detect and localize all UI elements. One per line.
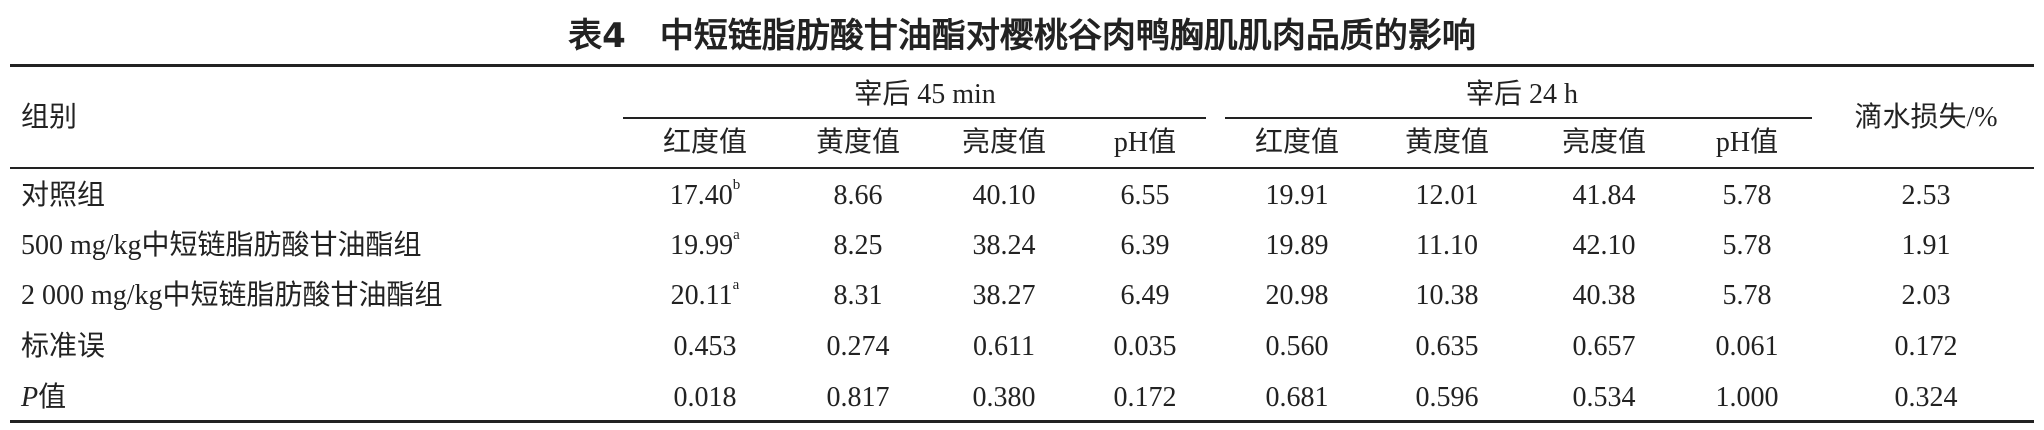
cell: 8.25 bbox=[833, 230, 883, 261]
cell: 5.78 bbox=[1722, 180, 1772, 211]
cell: 0.035 bbox=[1113, 331, 1177, 362]
cell: 8.31 bbox=[833, 280, 883, 311]
cell: 5.78 bbox=[1722, 230, 1772, 261]
cell: 0.453 bbox=[673, 331, 737, 362]
cell: 1.000 bbox=[1715, 382, 1779, 413]
header-rule bbox=[10, 167, 2034, 169]
italic-label: P bbox=[21, 382, 39, 413]
subheader-cell: 亮度值 bbox=[961, 127, 1047, 158]
subheader-cell: pH值 bbox=[1715, 127, 1779, 158]
row-label: 标准误 bbox=[21, 331, 106, 362]
cell: 0.018 bbox=[673, 382, 737, 413]
cell: 0.596 bbox=[1415, 382, 1479, 413]
subheader-cell: 红度值 bbox=[662, 127, 748, 158]
span-rule bbox=[623, 117, 1206, 119]
cell: 42.10 bbox=[1572, 230, 1636, 261]
top-rule bbox=[10, 64, 2034, 67]
row-label: 500 mg/kg中短链脂肪酸甘油酯组 bbox=[21, 230, 422, 261]
cell: 0.274 bbox=[826, 331, 890, 362]
cell: 17.40b bbox=[669, 178, 741, 211]
cell: 0.172 bbox=[1894, 331, 1958, 362]
cell: 0.380 bbox=[972, 382, 1036, 413]
cell: 0.817 bbox=[826, 382, 890, 413]
cell: 6.55 bbox=[1120, 180, 1170, 211]
superscript: a bbox=[733, 227, 740, 243]
header-cell: 组别 bbox=[21, 102, 78, 133]
cell: 38.24 bbox=[972, 230, 1036, 261]
subheader-cell: 黄度值 bbox=[1404, 127, 1490, 158]
cell: 0.681 bbox=[1265, 382, 1329, 413]
cell: 40.10 bbox=[972, 180, 1036, 211]
superscript: b bbox=[732, 177, 741, 193]
cell: 0.061 bbox=[1715, 331, 1779, 362]
bottom-rule bbox=[10, 420, 2034, 423]
row-label: 对照组 bbox=[21, 180, 106, 211]
cell: 6.39 bbox=[1120, 230, 1170, 261]
cell: 0.635 bbox=[1415, 331, 1479, 362]
cell: 0.172 bbox=[1113, 382, 1177, 413]
cell: 0.324 bbox=[1894, 382, 1958, 413]
superscript: a bbox=[732, 277, 740, 293]
cell: 20.98 bbox=[1265, 280, 1329, 311]
cell: 2.53 bbox=[1901, 180, 1951, 211]
row-label: P值 bbox=[21, 384, 66, 412]
cell: 10.38 bbox=[1415, 280, 1479, 311]
cell: 0.611 bbox=[973, 331, 1035, 362]
cell-value: 19.99 bbox=[670, 230, 734, 261]
subheader-cell: pH值 bbox=[1113, 127, 1177, 158]
header-cell: 宰后 24 h bbox=[1465, 79, 1579, 110]
span-rule bbox=[1225, 117, 1812, 119]
header-cell: 滴水损失/% bbox=[1854, 102, 1998, 133]
cell: 6.49 bbox=[1120, 280, 1170, 311]
cell: 19.89 bbox=[1265, 230, 1329, 261]
cell: 12.01 bbox=[1415, 180, 1479, 211]
cell: 40.38 bbox=[1572, 280, 1636, 311]
row-label: 2 000 mg/kg中短链脂肪酸甘油酯组 bbox=[21, 280, 443, 311]
cell: 11.10 bbox=[1416, 230, 1478, 261]
table-title: 表4 中短链脂肪酸甘油酯对樱桃谷肉鸭胸肌肌肉品质的影响 bbox=[568, 16, 1476, 56]
cell: 0.560 bbox=[1265, 331, 1329, 362]
label-text: 值 bbox=[38, 382, 67, 413]
cell: 19.99a bbox=[670, 228, 740, 261]
cell: 5.78 bbox=[1722, 280, 1772, 311]
header-cell: 宰后 45 min bbox=[854, 79, 996, 110]
cell: 20.11a bbox=[670, 278, 740, 311]
cell: 8.66 bbox=[833, 180, 883, 211]
cell: 1.91 bbox=[1901, 230, 1951, 261]
cell: 38.27 bbox=[972, 280, 1036, 311]
subheader-cell: 黄度值 bbox=[815, 127, 901, 158]
cell: 2.03 bbox=[1901, 280, 1951, 311]
cell: 41.84 bbox=[1572, 180, 1636, 211]
subheader-cell: 亮度值 bbox=[1561, 127, 1647, 158]
cell-value: 17.40 bbox=[669, 180, 733, 211]
cell: 0.534 bbox=[1572, 382, 1636, 413]
cell: 19.91 bbox=[1265, 180, 1329, 211]
cell-value: 20.11 bbox=[670, 280, 733, 311]
cell: 0.657 bbox=[1572, 331, 1636, 362]
subheader-cell: 红度值 bbox=[1254, 127, 1340, 158]
